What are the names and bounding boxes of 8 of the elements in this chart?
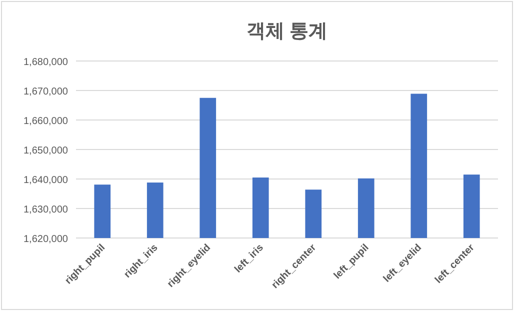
- y-tick-label: 1,680,000: [24, 57, 68, 68]
- chart-title: 객체 통계: [246, 21, 328, 42]
- y-tick-label: 1,630,000: [24, 204, 68, 216]
- y-tick-label: 1,670,000: [24, 86, 68, 98]
- y-tick-label: 1,660,000: [24, 116, 68, 127]
- y-tick-label: 1,650,000: [24, 146, 68, 156]
- y-tick-label: 1,620,000: [24, 234, 68, 245]
- y-tick-label: 1,640,000: [24, 175, 68, 186]
